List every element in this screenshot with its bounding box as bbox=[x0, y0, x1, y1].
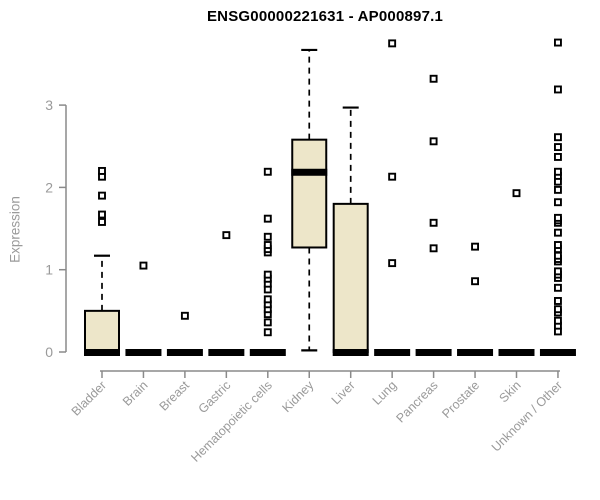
chart-title: ENSG00000221631 - AP000897.1 bbox=[206, 8, 444, 25]
x-tick-label: Prostate bbox=[439, 378, 482, 421]
outlier-point bbox=[222, 231, 231, 240]
outlier-point bbox=[554, 297, 562, 305]
outlier-point bbox=[512, 189, 521, 198]
x-tick-label: Breast bbox=[157, 378, 193, 414]
x-tick-label: Hematopoietic cells bbox=[188, 378, 275, 465]
outlier-point bbox=[554, 143, 562, 152]
outlier-point bbox=[554, 85, 562, 94]
outlier-point bbox=[554, 228, 562, 237]
outlier-point bbox=[554, 185, 562, 194]
y-tick-label: 0 bbox=[45, 344, 53, 360]
x-tick-label: Unknown / Other bbox=[489, 378, 565, 454]
outlier-point bbox=[471, 242, 479, 251]
outlier-point bbox=[554, 251, 562, 260]
outlier-point bbox=[554, 305, 562, 314]
median-line bbox=[457, 349, 494, 356]
outlier-point bbox=[263, 167, 272, 176]
median-line bbox=[208, 349, 245, 356]
outlier-point bbox=[429, 74, 438, 83]
outlier-point bbox=[554, 133, 562, 142]
median-line bbox=[498, 349, 535, 356]
median-line bbox=[84, 349, 120, 356]
x-tick-label: Skin bbox=[497, 378, 524, 405]
outlier-point bbox=[98, 191, 106, 200]
box-rect bbox=[291, 138, 328, 249]
outlier-point bbox=[388, 259, 397, 268]
x-tick-label: Lung bbox=[370, 378, 400, 408]
outlier-point bbox=[554, 316, 562, 325]
median-line bbox=[374, 349, 411, 356]
outlier-point bbox=[263, 318, 272, 327]
outlier-point bbox=[263, 270, 272, 279]
outlier-point bbox=[429, 244, 438, 253]
x-tick-label: Brain bbox=[120, 378, 151, 409]
outlier-point bbox=[554, 198, 562, 207]
outlier-point bbox=[554, 38, 562, 47]
outlier-point bbox=[554, 283, 562, 292]
outlier-point bbox=[429, 218, 438, 227]
outlier-point bbox=[263, 214, 272, 223]
x-tick-label: Bladder bbox=[69, 378, 109, 418]
y-tick-label: 3 bbox=[45, 97, 53, 113]
outlier-point bbox=[554, 267, 562, 276]
outlier-point bbox=[471, 277, 479, 286]
outlier-point bbox=[98, 210, 106, 219]
outlier-point bbox=[98, 218, 106, 226]
outlier-point bbox=[554, 152, 562, 161]
outlier-point bbox=[429, 137, 438, 146]
outlier-point bbox=[554, 167, 562, 176]
median-line bbox=[166, 349, 203, 356]
y-tick-label: 1 bbox=[45, 262, 53, 278]
box-rect bbox=[84, 309, 120, 354]
outlier-point bbox=[263, 241, 272, 249]
x-tick-label: Pancreas bbox=[393, 378, 440, 425]
y-tick-label: 2 bbox=[45, 179, 53, 195]
outlier-point bbox=[554, 213, 562, 222]
outlier-point bbox=[263, 232, 272, 241]
x-tick-label: Gastric bbox=[196, 378, 234, 416]
median-line bbox=[249, 349, 286, 356]
x-tick-label: Liver bbox=[329, 378, 358, 407]
outlier-point bbox=[388, 172, 397, 181]
outlier-point bbox=[180, 311, 189, 320]
outlier-point bbox=[98, 166, 106, 175]
outlier-point bbox=[263, 295, 272, 304]
outlier-point bbox=[388, 39, 397, 48]
median-line bbox=[291, 168, 328, 176]
box-rect bbox=[332, 202, 369, 353]
x-tick-label: Kidney bbox=[279, 378, 316, 415]
median-line bbox=[539, 349, 576, 356]
median-line bbox=[125, 349, 162, 356]
median-line bbox=[332, 349, 369, 356]
outlier-point bbox=[263, 328, 272, 337]
outlier-point bbox=[139, 261, 148, 270]
outlier-point bbox=[554, 241, 562, 249]
median-line bbox=[415, 349, 452, 356]
